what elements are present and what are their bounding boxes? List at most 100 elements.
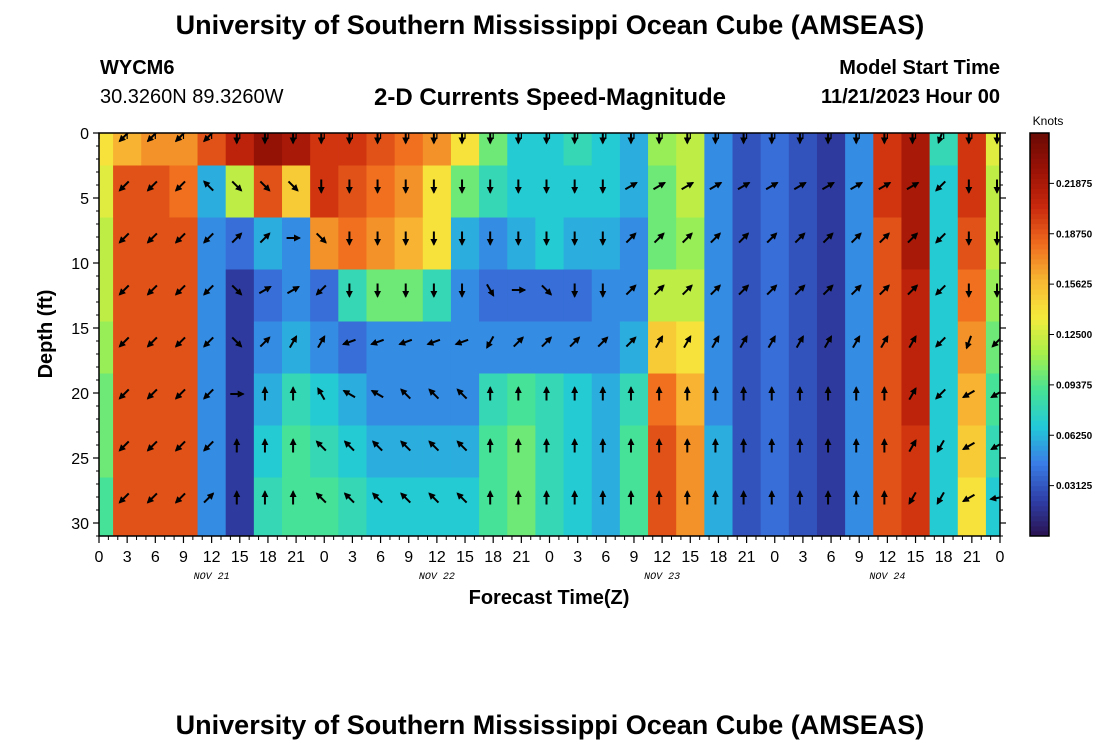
current-arrow <box>989 494 1000 502</box>
speed-cell <box>563 165 593 219</box>
y-tick-label: 25 <box>71 451 89 468</box>
colorbar-segment <box>1030 490 1049 497</box>
speed-cell <box>816 217 846 271</box>
y-tick-label: 15 <box>71 321 89 338</box>
speed-cell <box>507 321 537 375</box>
speed-cell <box>591 373 621 427</box>
footer-title: University of Southern Mississippi Ocean… <box>175 710 925 740</box>
x-tick-label: 18 <box>935 549 953 566</box>
colorbar-segment <box>1030 243 1049 250</box>
current-arrow <box>569 336 581 348</box>
colorbar-segment <box>1030 405 1049 411</box>
current-arrow <box>880 335 889 349</box>
colorbar-segment <box>1030 208 1049 215</box>
model-start-label: Model Start Time <box>839 57 1000 79</box>
speed-cell <box>676 217 705 271</box>
current-arrow <box>937 133 944 145</box>
speed-cell <box>450 269 480 323</box>
colorbar-segment <box>1030 410 1049 416</box>
speed-cell <box>225 321 255 375</box>
speed-cell <box>366 477 396 536</box>
speed-cell <box>873 165 903 219</box>
current-arrow <box>428 492 440 504</box>
speed-cell <box>366 269 396 323</box>
speed-cell <box>873 373 903 427</box>
speed-cell <box>535 425 565 479</box>
speed-cell <box>169 165 199 219</box>
current-arrow <box>793 181 807 191</box>
colorbar-segment <box>1030 440 1049 446</box>
current-arrow <box>486 283 495 297</box>
colorbar-segment <box>1030 324 1049 330</box>
speed-cell <box>816 425 846 479</box>
current-arrow <box>681 232 693 244</box>
colorbar-segment <box>1030 374 1049 381</box>
current-arrow <box>456 492 468 504</box>
speed-cell <box>591 321 621 375</box>
speed-cell <box>479 373 508 427</box>
current-arrow <box>259 336 271 348</box>
current-arrow <box>936 491 945 505</box>
current-arrow <box>991 337 1000 348</box>
speed-cell <box>507 269 537 323</box>
speed-cell <box>929 321 959 375</box>
speed-cell <box>450 321 480 375</box>
speed-cell <box>197 321 227 375</box>
speed-cell <box>788 165 818 219</box>
speed-cell <box>535 269 565 323</box>
x-tick-label: 12 <box>428 549 446 566</box>
speed-cell <box>760 165 790 219</box>
speed-cell <box>788 269 818 323</box>
speed-cell <box>253 373 283 427</box>
speed-cell <box>563 217 593 271</box>
current-arrow <box>738 232 750 244</box>
speed-cell <box>901 373 931 427</box>
x-tick-label: 18 <box>484 549 502 566</box>
current-arrow <box>541 284 553 296</box>
current-arrow <box>231 180 243 192</box>
speed-cell <box>704 425 734 479</box>
x-tick-label: 21 <box>963 549 981 566</box>
current-arrow <box>315 284 327 296</box>
colorbar-segment <box>1030 258 1049 265</box>
speed-cell <box>845 217 874 271</box>
colorbar-segment <box>1030 394 1049 401</box>
current-arrow <box>936 439 945 453</box>
speed-cell <box>648 373 677 427</box>
x-tick-label: 0 <box>545 549 554 566</box>
colorbar-segment <box>1030 364 1049 371</box>
speed-cell <box>225 217 255 271</box>
speed-cell <box>816 321 846 375</box>
current-arrow <box>288 335 298 349</box>
current-arrow <box>821 181 835 191</box>
speed-cell <box>338 269 368 323</box>
current-arrow <box>625 284 637 296</box>
chart-heading: 2-D Currents Speed-Magnitude <box>373 84 727 111</box>
current-arrow <box>823 335 833 349</box>
speed-cell <box>422 373 452 427</box>
colorbar-segment <box>1030 359 1049 366</box>
current-arrow <box>908 387 917 401</box>
current-arrow <box>766 284 778 296</box>
current-arrow <box>794 284 806 296</box>
speed-cell <box>845 477 874 536</box>
colorbar-segment <box>1030 248 1049 255</box>
speed-cell <box>422 269 452 323</box>
current-arrow <box>935 284 946 296</box>
current-arrow <box>146 440 158 452</box>
speed-cell <box>816 269 846 323</box>
speed-cell <box>479 477 508 536</box>
speed-cell <box>225 425 255 479</box>
speed-cell <box>563 425 593 479</box>
speed-cell <box>901 321 931 375</box>
speed-cell <box>788 477 818 536</box>
current-arrow <box>203 388 214 400</box>
speed-cell <box>282 165 311 219</box>
speed-cell <box>648 321 677 375</box>
speed-cell <box>676 165 705 219</box>
current-arrow <box>908 439 917 453</box>
current-arrow <box>878 181 892 191</box>
colorbar-segment <box>1030 269 1049 275</box>
speed-cell <box>535 165 565 219</box>
speed-cell <box>845 373 874 427</box>
